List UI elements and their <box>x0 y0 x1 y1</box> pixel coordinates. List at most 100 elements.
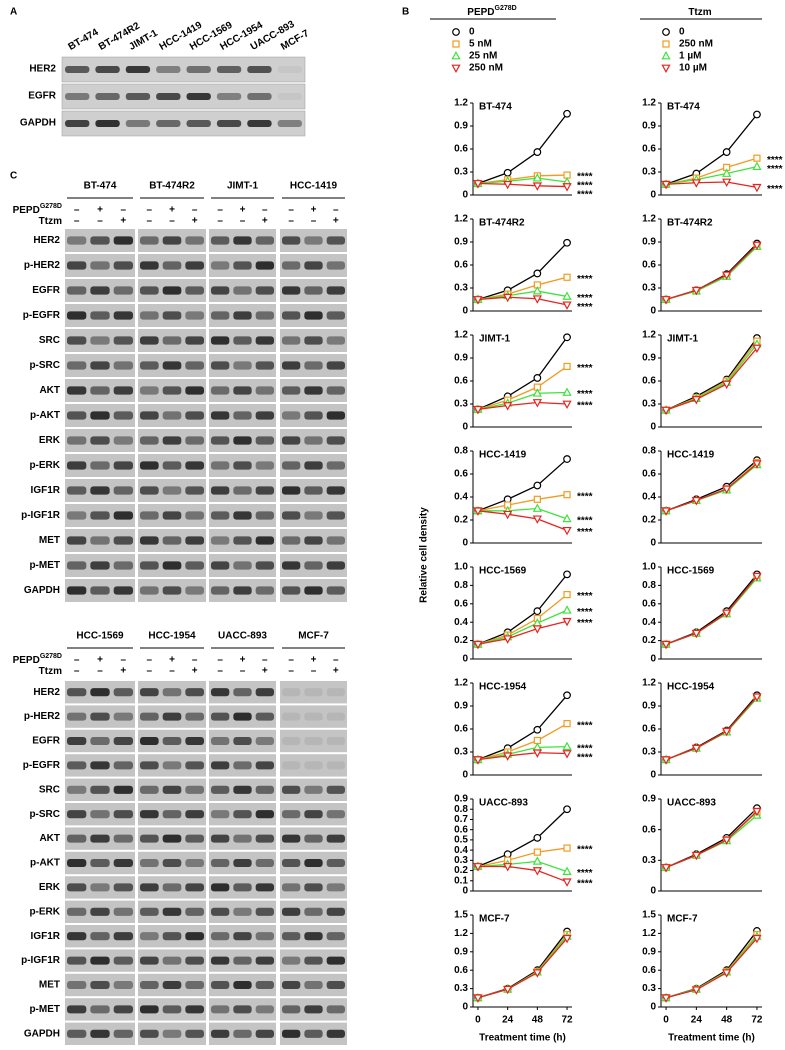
y-tick-label: 0 <box>462 306 468 317</box>
blot-band <box>282 461 301 470</box>
blot-band <box>233 712 252 721</box>
blot-background <box>280 778 347 801</box>
blot-band <box>211 286 230 295</box>
blot-background <box>280 973 347 997</box>
treatment-sign: – <box>217 216 223 227</box>
blot-background <box>138 949 206 972</box>
marker <box>533 374 542 382</box>
blot-band <box>140 785 159 794</box>
blot-band <box>326 586 345 595</box>
blot-band <box>326 436 345 445</box>
chart-title: JIMT-1 <box>667 334 699 345</box>
blot-band <box>282 311 301 320</box>
blot-band <box>282 411 301 420</box>
blot-band <box>67 834 87 843</box>
blot-band <box>162 586 182 595</box>
blot-band <box>255 486 274 495</box>
blot-band <box>162 883 182 892</box>
blot-band <box>233 561 252 570</box>
blot-band <box>282 956 301 965</box>
series-line <box>665 811 758 869</box>
blot-band <box>304 536 323 545</box>
protein-label: SRC <box>39 335 60 346</box>
x-axis-label: Treatment time (h) <box>479 1033 566 1044</box>
blot-band <box>186 93 211 100</box>
chart-title: HCC-1569 <box>667 566 715 577</box>
y-tick-label: 0.9 <box>642 237 656 248</box>
x-axis-label: Treatment time (h) <box>668 1033 755 1044</box>
series-line <box>665 114 758 185</box>
protein-label: GAPDH <box>24 1028 60 1039</box>
blot-band <box>282 536 301 545</box>
blot-band <box>326 956 345 965</box>
blot-band <box>162 834 182 843</box>
blot-band <box>304 810 323 819</box>
blot-band <box>162 1005 182 1014</box>
blot-band <box>326 561 345 570</box>
marker <box>532 388 542 397</box>
blot-band <box>247 93 272 100</box>
y-tick-label: 0.3 <box>642 747 656 758</box>
series-line <box>665 810 758 869</box>
blot-band <box>282 511 301 520</box>
series-line <box>477 694 568 761</box>
blot-band <box>211 486 230 495</box>
blot-band <box>211 785 230 794</box>
treatment-sign: – <box>333 655 339 666</box>
blot-band <box>282 386 301 395</box>
y-tick-label: 0.2 <box>454 865 468 876</box>
chart-title: MCF-7 <box>479 914 510 925</box>
blot-background <box>280 754 347 777</box>
blot-band <box>140 261 159 270</box>
blot-band <box>162 236 182 245</box>
cell-line-label: HCC-1419 <box>290 181 338 192</box>
x-tick-label: 24 <box>691 1015 703 1026</box>
blot-band <box>233 980 252 990</box>
y-tick-label: 0.6 <box>642 469 656 480</box>
blot-band <box>282 561 301 570</box>
legend-marker <box>661 64 671 74</box>
blot-band <box>185 883 204 892</box>
y-tick-label: 1.0 <box>454 562 468 573</box>
legend-marker <box>451 50 461 60</box>
blot-band <box>90 436 110 445</box>
significance: **** <box>577 293 593 304</box>
blot-band <box>185 461 204 470</box>
marker <box>532 286 542 295</box>
blot-band <box>211 436 230 445</box>
treatment-label: PEPDG278D <box>13 203 62 216</box>
blot-band <box>162 536 182 545</box>
blot-band <box>90 810 110 819</box>
marker <box>503 510 513 520</box>
series-line <box>665 245 758 301</box>
cell-line-label: MCF-7 <box>298 631 329 642</box>
blot-band <box>255 810 274 819</box>
series-line <box>666 181 758 188</box>
protein-label: p-IGF1R <box>21 955 61 966</box>
blot-band <box>162 261 182 270</box>
blot-band <box>211 980 230 990</box>
blot-band <box>185 261 204 270</box>
treatment-sign: – <box>169 666 175 677</box>
marker <box>722 485 732 495</box>
significance: **** <box>577 607 593 618</box>
blot-band <box>113 536 133 545</box>
y-tick-label: 0.9 <box>642 121 656 132</box>
legend-label: 250 nM <box>469 63 503 74</box>
blot-band <box>211 736 230 746</box>
marker <box>562 878 572 887</box>
marker <box>563 570 571 579</box>
blot-band <box>216 93 242 100</box>
blot-band <box>185 586 204 595</box>
blot-band <box>211 1005 230 1014</box>
blot-band <box>304 907 323 916</box>
blot-band <box>282 436 301 445</box>
blot-background <box>65 876 135 899</box>
protein-label: p-AKT <box>30 858 60 869</box>
marker <box>722 148 731 156</box>
blot-band <box>304 858 323 868</box>
marker <box>661 756 671 765</box>
chart-title: HCC-1419 <box>667 450 715 461</box>
marker <box>562 526 572 536</box>
series-line <box>665 697 758 761</box>
